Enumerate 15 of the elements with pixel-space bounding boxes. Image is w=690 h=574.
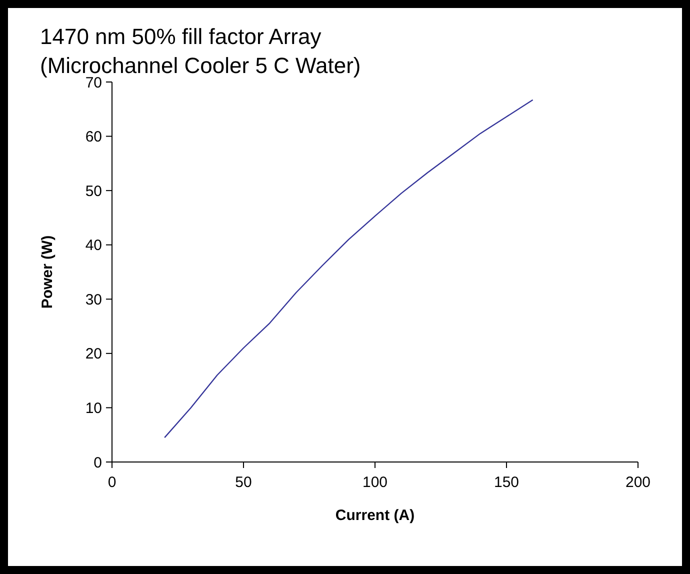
y-tick-label: 30 xyxy=(85,291,102,308)
x-tick-label: 100 xyxy=(362,474,388,491)
y-tick-label: 40 xyxy=(85,237,102,254)
x-tick-label: 0 xyxy=(108,474,116,491)
x-tick-label: 50 xyxy=(235,474,252,491)
y-tick-label: 0 xyxy=(94,454,102,472)
y-axis-title: Power (W) xyxy=(39,235,56,309)
y-tick-label: 20 xyxy=(85,346,102,363)
y-tick-label: 50 xyxy=(85,182,102,200)
y-tick-label: 10 xyxy=(85,400,102,417)
x-tick-label: 200 xyxy=(625,474,651,491)
x-tick-label: 150 xyxy=(494,474,520,491)
y-tick-label: 60 xyxy=(85,128,102,146)
line-series xyxy=(164,99,534,438)
x-axis-title: Current (A) xyxy=(335,507,415,524)
